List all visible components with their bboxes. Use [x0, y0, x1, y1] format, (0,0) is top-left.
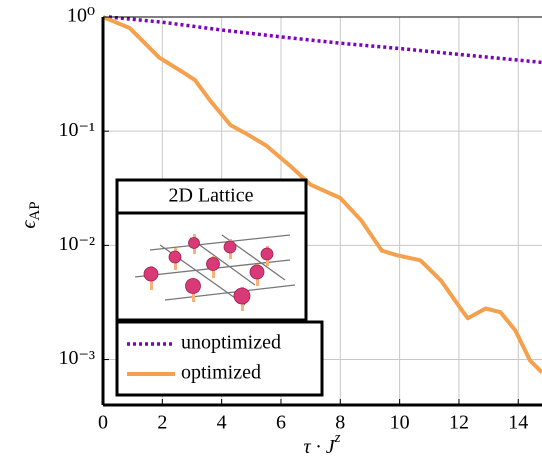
x-tick-label: 2 [157, 412, 167, 434]
y-axis-label: ϵAP [18, 201, 44, 228]
y-tick-label: 10⁻¹ [58, 119, 95, 141]
y-axis-label-sub: AP [27, 201, 43, 220]
legend-box [115, 320, 324, 397]
y-tick-label: 10⁻³ [58, 347, 95, 369]
y-tick-label: 10⁰ [67, 5, 95, 27]
x-tick-label: 14 [508, 412, 528, 434]
inset-title-box [115, 178, 308, 215]
x-axis-label-sup: z [334, 430, 341, 446]
x-axis-label: τ · Jz [304, 430, 341, 457]
inset-title: 2D Lattice [169, 185, 254, 207]
x-tick-label: 0 [98, 412, 108, 434]
legend-label: optimized [181, 362, 261, 384]
x-tick-label: 12 [449, 412, 469, 434]
x-tick-label: 6 [276, 412, 286, 434]
inset: 2D Lattice [115, 178, 324, 397]
legend-label: unoptimized [181, 332, 281, 354]
lattice-atoms [143, 237, 274, 305]
x-tick-label: 10 [390, 412, 410, 434]
x-tick-label: 8 [335, 412, 345, 434]
y-tick-label: 10⁻² [58, 233, 95, 255]
series-line [108, 15, 542, 65]
x-tick-label: 4 [217, 412, 227, 434]
x-axis-label-main: τ · J [304, 436, 336, 458]
series-line [103, 15, 542, 374]
y-axis-label-main: ϵ [18, 220, 40, 229]
